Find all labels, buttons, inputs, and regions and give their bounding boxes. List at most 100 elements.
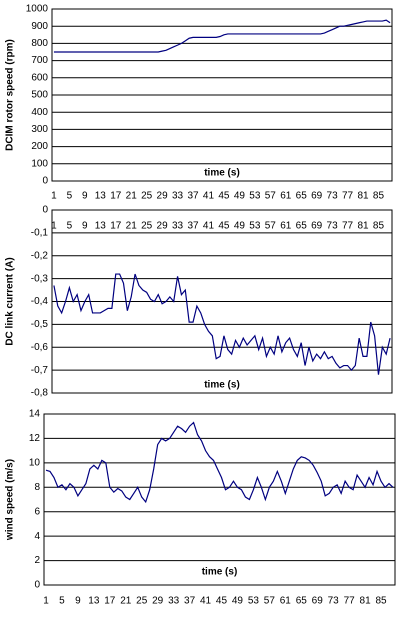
x-tick-label: 45 — [218, 221, 230, 232]
x-axis-title: time (s) — [202, 567, 238, 578]
x-tick-label: 85 — [373, 191, 385, 202]
plot-frame — [51, 209, 393, 394]
x-axis-title: time (s) — [204, 380, 240, 391]
x-tick-label: 5 — [67, 221, 73, 232]
x-tick-label: 77 — [344, 596, 356, 607]
y-tick-label: 200 — [31, 141, 48, 152]
x-tick-label: 33 — [172, 191, 184, 202]
y-tick-label: -0,2 — [31, 250, 49, 261]
x-tick-label: 37 — [184, 596, 196, 607]
y-tick-label: 8 — [34, 482, 40, 493]
x-tick-label: 49 — [234, 191, 246, 202]
y-tick-label: 4 — [34, 531, 40, 542]
y-tick-label: -0,7 — [31, 365, 49, 376]
x-tick-label: 29 — [157, 221, 169, 232]
x-tick-label: 17 — [110, 221, 122, 232]
y-tick-label: 10 — [29, 457, 41, 468]
x-tick-label: 49 — [232, 596, 244, 607]
x-tick-label: 5 — [59, 596, 65, 607]
x-tick-label: 1 — [51, 191, 57, 202]
x-tick-label: 13 — [88, 596, 100, 607]
x-tick-label: 69 — [311, 191, 323, 202]
y-tick-label: -0,6 — [31, 342, 49, 353]
y-tick-label: -0,3 — [31, 273, 49, 284]
x-tick-label: 49 — [234, 221, 246, 232]
y-tick-label: -0,5 — [31, 319, 49, 330]
x-tick-label: 81 — [357, 191, 369, 202]
x-tick-label: 73 — [327, 191, 339, 202]
plot-frame — [43, 413, 396, 586]
data-line — [53, 19, 391, 53]
y-tick-label: 800 — [31, 38, 48, 49]
x-tick-label: 17 — [104, 596, 116, 607]
x-tick-label: 41 — [200, 596, 212, 607]
x-tick-label: 25 — [136, 596, 148, 607]
y-axis-title: wind speed (m/s) — [5, 459, 16, 541]
x-tick-label: 21 — [126, 221, 138, 232]
x-tick-label: 5 — [67, 191, 73, 202]
x-tick-label: 41 — [203, 221, 215, 232]
x-tick-label: 21 — [120, 596, 132, 607]
y-tick-label: -0,4 — [31, 296, 49, 307]
plot-frame — [51, 8, 393, 182]
x-tick-label: 29 — [152, 596, 164, 607]
x-tick-label: 65 — [296, 221, 308, 232]
x-tick-label: 69 — [311, 221, 323, 232]
y-tick-label: -0,8 — [31, 388, 49, 399]
x-tick-label: 25 — [141, 191, 153, 202]
x-tick-label: 57 — [264, 596, 276, 607]
y-tick-label: 600 — [31, 72, 48, 83]
x-tick-label: 9 — [82, 221, 88, 232]
x-tick-label: 69 — [312, 596, 324, 607]
x-tick-label: 37 — [187, 221, 199, 232]
x-tick-label: 9 — [82, 191, 88, 202]
x-tick-label: 45 — [218, 191, 230, 202]
x-tick-label: 57 — [265, 191, 277, 202]
x-tick-label: 53 — [248, 596, 260, 607]
x-tick-label: 61 — [280, 221, 292, 232]
y-tick-label: 900 — [31, 21, 48, 32]
y-tick-label: 300 — [31, 124, 48, 135]
x-tick-label: 45 — [216, 596, 228, 607]
x-tick-label: 61 — [280, 596, 292, 607]
y-axis-title: DCIM rotor speed (rpm) — [5, 39, 16, 151]
y-tick-label: 500 — [31, 90, 48, 101]
y-tick-label: 0 — [42, 176, 48, 187]
x-tick-label: 1 — [51, 221, 57, 232]
x-tick-label: 85 — [373, 221, 385, 232]
x-tick-label: 65 — [296, 191, 308, 202]
x-tick-label: 57 — [265, 221, 277, 232]
x-tick-label: 77 — [342, 191, 354, 202]
x-tick-label: 61 — [280, 191, 292, 202]
data-line — [45, 421, 394, 504]
y-tick-label: 0 — [34, 580, 40, 591]
x-tick-label: 53 — [249, 221, 261, 232]
x-tick-label: 17 — [110, 191, 122, 202]
data-line — [53, 273, 391, 375]
y-tick-label: -0,1 — [31, 228, 49, 239]
x-tick-label: 53 — [249, 191, 261, 202]
x-tick-label: 73 — [327, 221, 339, 232]
x-axis-title: time (s) — [204, 168, 240, 179]
y-tick-label: 2 — [34, 555, 40, 566]
x-tick-label: 77 — [342, 221, 354, 232]
y-tick-label: 100 — [31, 158, 48, 169]
x-tick-label: 25 — [141, 221, 153, 232]
y-tick-label: 6 — [34, 506, 40, 517]
x-tick-label: 37 — [187, 191, 199, 202]
x-tick-label: 29 — [157, 191, 169, 202]
y-tick-label: 0 — [42, 205, 48, 216]
x-tick-label: 1 — [43, 596, 49, 607]
x-tick-label: 73 — [328, 596, 340, 607]
x-tick-label: 65 — [296, 596, 308, 607]
y-axis-title: DC link current (A) — [5, 257, 16, 345]
x-tick-label: 33 — [168, 596, 180, 607]
y-tick-label: 14 — [29, 409, 41, 420]
x-tick-label: 81 — [357, 221, 369, 232]
x-tick-label: 85 — [375, 596, 387, 607]
y-tick-label: 1000 — [26, 4, 49, 15]
x-tick-label: 81 — [360, 596, 372, 607]
x-tick-label: 21 — [126, 191, 138, 202]
